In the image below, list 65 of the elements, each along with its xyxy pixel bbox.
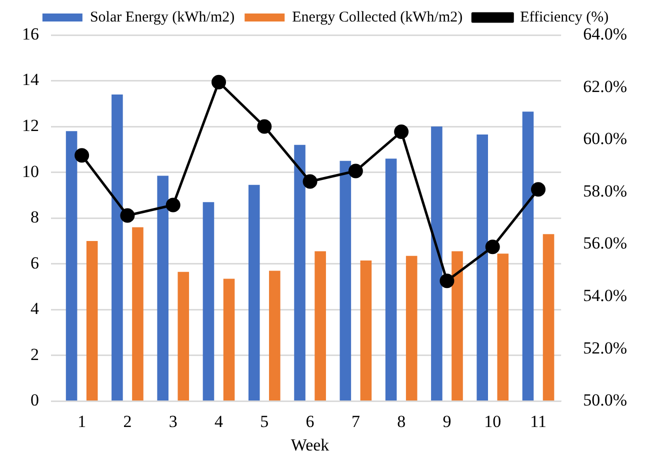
- bar: [497, 254, 509, 400]
- bar: [476, 134, 488, 400]
- bar: [406, 256, 418, 400]
- x-tick-label: 3: [168, 412, 178, 431]
- bar: [522, 112, 534, 400]
- y-tick-label: 8: [30, 208, 39, 227]
- bar: [294, 144, 306, 400]
- y-tick-label: 16: [22, 24, 39, 44]
- bar: [340, 160, 352, 400]
- point: [302, 174, 318, 189]
- point: [531, 182, 546, 197]
- bar: [248, 184, 260, 400]
- bar: [223, 278, 235, 400]
- point: [394, 124, 409, 140]
- bar: [431, 126, 442, 400]
- point: [120, 208, 135, 223]
- point: [166, 198, 180, 212]
- bar: [452, 251, 463, 400]
- bar: [360, 260, 372, 400]
- bar: [66, 131, 78, 400]
- point: [74, 148, 90, 163]
- y-tick-label: 14: [22, 70, 40, 90]
- x-tick-label: 8: [397, 412, 406, 431]
- bar: [86, 240, 98, 400]
- y-tick-label: 10: [22, 162, 39, 181]
- y2-tick-label: 64.0%: [583, 24, 628, 44]
- bar: [157, 176, 168, 400]
- x-tick-label: 9: [442, 412, 452, 431]
- bar: [314, 251, 326, 400]
- y-tick-label: 4: [30, 299, 40, 318]
- point: [348, 164, 363, 178]
- x-axis-title: Week: [290, 435, 330, 454]
- y2-tick-label: 50.0%: [583, 390, 628, 410]
- x-tick-label: 4: [214, 412, 224, 431]
- y2-tick-label: 56.0%: [583, 234, 628, 253]
- x-tick-label: 2: [123, 412, 132, 431]
- x-tick-label: 7: [351, 412, 360, 431]
- y-tick-label: 0: [30, 390, 39, 410]
- y2-tick-label: 58.0%: [583, 181, 628, 200]
- bar: [112, 94, 123, 400]
- y2-tick-label: 60.0%: [583, 129, 628, 148]
- bar: [385, 158, 397, 400]
- x-tick-label: 10: [484, 412, 502, 431]
- y-tick-label: 2: [30, 344, 39, 364]
- point: [440, 274, 454, 288]
- x-tick-label: 6: [306, 412, 314, 431]
- x-tick-label: 1: [78, 412, 86, 431]
- bar: [132, 227, 144, 400]
- legend-label: Energy Collected (kWh/m2): [292, 9, 463, 26]
- bar: [542, 234, 554, 400]
- bar: [269, 270, 280, 400]
- bar: [202, 202, 214, 400]
- legend-label: Efficiency (%): [520, 9, 609, 26]
- point: [485, 240, 500, 254]
- y2-tick-label: 54.0%: [583, 286, 628, 306]
- y2-tick-label: 52.0%: [583, 338, 628, 358]
- x-tick-label: 11: [530, 412, 546, 431]
- bar: [178, 272, 190, 400]
- x-tick-label: 5: [260, 412, 269, 431]
- point: [212, 74, 226, 90]
- legend-label: Solar Energy (kWh/m2): [90, 9, 235, 26]
- point: [257, 119, 272, 134]
- y-tick-label: 12: [22, 116, 39, 136]
- y2-tick-label: 62.0%: [583, 76, 628, 96]
- y-tick-label: 6: [30, 253, 39, 272]
